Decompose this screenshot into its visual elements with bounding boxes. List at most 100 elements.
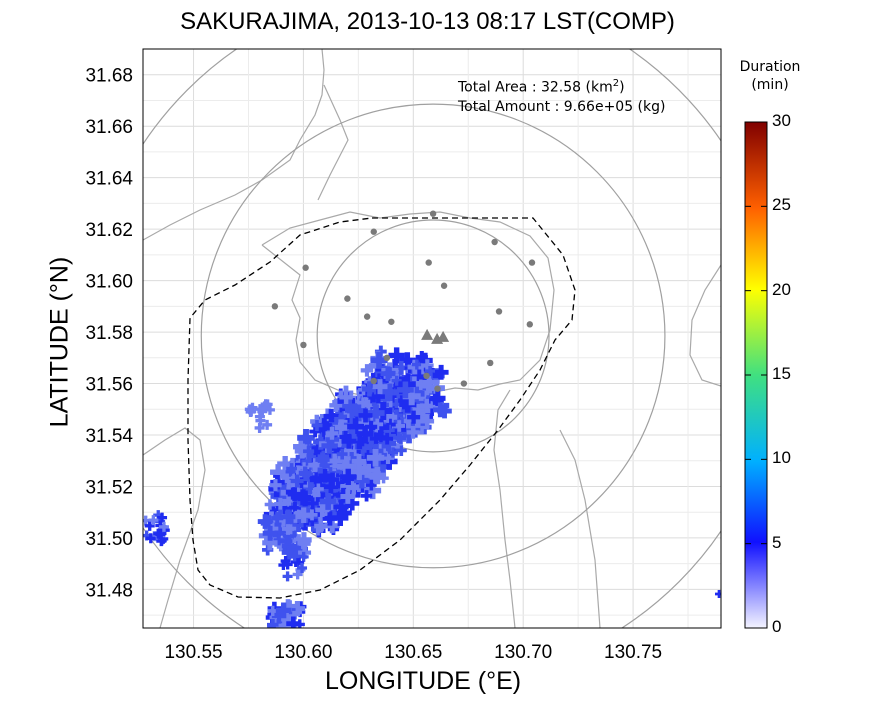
deposit-mark	[407, 410, 421, 424]
deposit-mark	[432, 402, 448, 418]
deposit-mark	[387, 447, 399, 458]
deposit-mark	[315, 502, 330, 517]
x-tick-label: 130.60	[274, 642, 332, 663]
deposit-mark	[370, 351, 388, 369]
deposit-mark	[306, 515, 318, 526]
range-circles	[143, 49, 721, 628]
deposit-mark	[262, 525, 278, 541]
deposit-mark	[349, 470, 364, 485]
deposit-mark	[351, 432, 368, 450]
station-dot	[487, 359, 494, 367]
deposit-mark	[312, 483, 324, 495]
deposit-mark	[260, 399, 271, 410]
deposit-mark	[409, 411, 427, 428]
deposit-mark	[372, 379, 388, 395]
deposit-mark	[376, 449, 387, 460]
deposit-mark	[354, 438, 373, 456]
deposit-mark	[354, 472, 370, 489]
station-dot	[526, 321, 533, 328]
deposit-mark	[384, 418, 396, 431]
deposit-mark	[290, 474, 304, 488]
deposit-mark	[289, 511, 302, 523]
deposit-mark	[309, 425, 322, 438]
x-axis-label: LONGITUDE (°E)	[325, 667, 522, 695]
deposit-mark	[368, 466, 387, 485]
deposit-mark	[153, 510, 164, 521]
deposit-mark	[312, 471, 324, 484]
y-tick-label: 31.62	[85, 220, 133, 241]
deposit-mark	[342, 398, 358, 414]
deposit-mark	[338, 411, 349, 422]
station-dot	[344, 295, 351, 302]
deposit-mark	[323, 408, 339, 425]
deposit-mark	[258, 527, 275, 544]
deposit-mark	[257, 514, 273, 529]
deposit-mark	[315, 452, 330, 467]
range-circle	[316, 219, 550, 453]
deposit-mark	[280, 535, 293, 548]
deposit-mark	[332, 509, 349, 527]
colorbar-tick-label: 30	[772, 111, 791, 130]
deposit-mark	[153, 528, 164, 539]
deposit-mark	[269, 478, 282, 492]
deposit-mark	[294, 443, 310, 459]
deposit-mark	[361, 381, 378, 397]
grid-lines	[143, 48, 721, 628]
station-dot	[300, 341, 307, 349]
deposit-mark	[298, 551, 309, 562]
station-dot	[383, 354, 391, 361]
deposit-mark	[306, 497, 319, 510]
deposit-mark	[400, 426, 418, 444]
deposit-mark	[407, 391, 418, 402]
deposit-mark	[715, 590, 721, 598]
deposit-mark	[285, 466, 296, 477]
station-dot	[363, 313, 371, 320]
deposit-mark	[292, 465, 304, 477]
deposit-mark	[282, 571, 293, 582]
deposit-mark	[383, 424, 395, 436]
deposit-mark	[286, 616, 301, 628]
colorbar-tick-label: 25	[772, 195, 791, 215]
deposit-mark	[358, 408, 373, 423]
deposit-mark	[410, 368, 427, 386]
deposit-mark	[351, 454, 367, 469]
deposit-mark	[347, 481, 361, 495]
deposit-mark	[366, 449, 385, 467]
deposit-mark	[333, 422, 347, 435]
deposit-mark	[271, 512, 284, 525]
deposit-mark	[294, 489, 312, 506]
vent-triangle-icon	[421, 328, 434, 340]
total-amount-text: Total Amount : 9.66e+05 (kg)	[458, 99, 666, 115]
coastline-south	[493, 389, 516, 628]
deposit-mark	[246, 406, 257, 417]
deposit-mark	[262, 535, 278, 551]
coastline-west	[143, 427, 206, 628]
total-area-close: )	[619, 79, 625, 96]
deposit-mark	[336, 505, 352, 521]
deposit-mark	[333, 499, 349, 515]
coastline-east	[689, 264, 721, 387]
deposit-mark	[156, 536, 167, 547]
map-title: SAKURAJIMA, 2013-10-13 08:17 LST(COMP)	[180, 8, 675, 35]
colorbar-tick-label: 0	[772, 617, 782, 636]
deposit-mark	[318, 468, 332, 483]
deposit-mark	[333, 435, 346, 448]
deposit-mark	[314, 519, 328, 533]
colorbar-tick-label: 20	[772, 279, 791, 299]
deposit-mark	[321, 438, 338, 454]
deposit-mark	[345, 496, 360, 511]
deposit-mark	[432, 395, 444, 406]
deposit-mark	[356, 425, 374, 443]
deposit-mark	[341, 444, 357, 460]
deposit-mark	[311, 523, 324, 536]
deposit-mark	[301, 502, 312, 513]
deposit-mark	[324, 518, 340, 534]
deposit-mark	[157, 512, 168, 523]
sakurajima-coast	[261, 211, 555, 399]
deposit-mark	[329, 398, 343, 413]
deposit-mark	[317, 480, 328, 491]
deposit-mark	[399, 352, 416, 369]
deposit-mark	[325, 426, 339, 440]
y-tick-label: 31.54	[85, 426, 133, 447]
deposit-mark	[275, 602, 292, 619]
